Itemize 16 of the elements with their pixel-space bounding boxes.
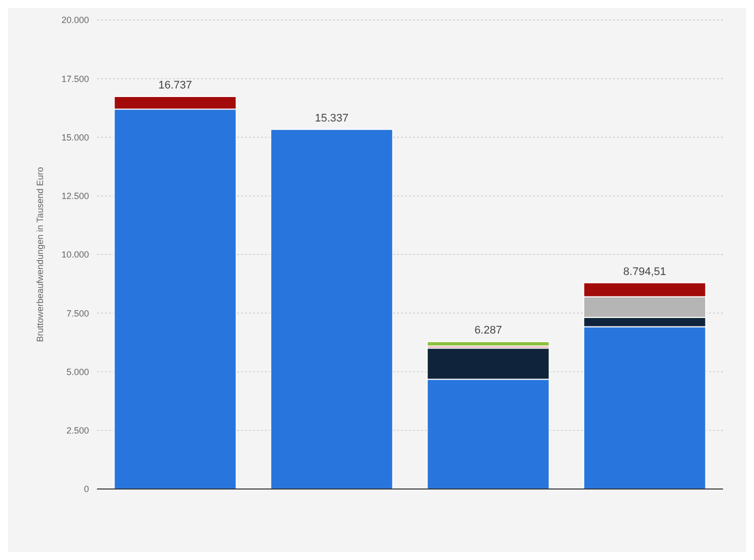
total-label: 15.337 (314, 112, 349, 124)
y-tick-label: 17.500 (61, 74, 89, 84)
y-axis-title: Bruttowerbeaufwendungen in Tausend Euro (35, 167, 46, 342)
total-label: 6.287 (474, 324, 502, 337)
y-tick-label: 15.000 (61, 132, 89, 142)
y-tick-label: 20.000 (61, 15, 89, 26)
y-tick-label: 10.000 (61, 250, 89, 260)
bar (270, 128, 394, 489)
total-label: 16.737 (158, 80, 192, 92)
y-tick-label: 7.500 (66, 308, 89, 318)
y-tick-label: 0 (84, 484, 89, 494)
y-tick-label: 5.000 (66, 366, 89, 377)
total-label: 8.794,51 (623, 266, 666, 278)
bar (426, 341, 550, 346)
y-tick-label: 12.500 (61, 191, 89, 202)
y-tick-label: 2.500 (66, 426, 89, 436)
